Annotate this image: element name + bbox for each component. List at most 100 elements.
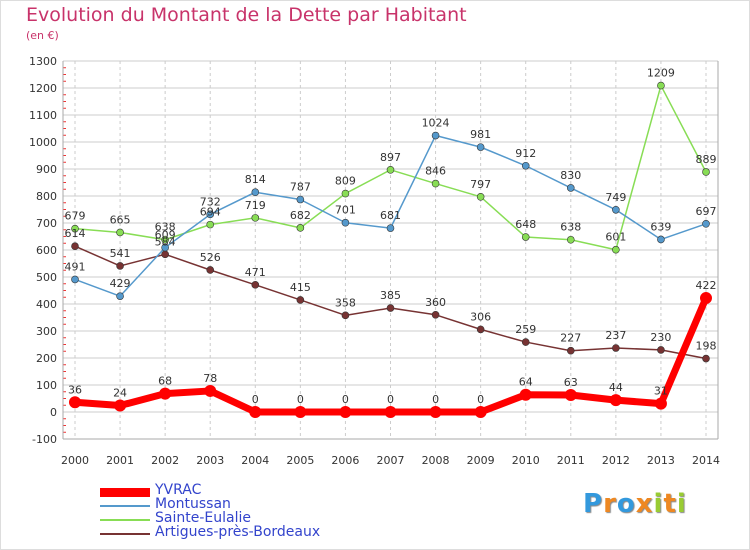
data-point <box>296 224 305 232</box>
data-point <box>566 346 575 355</box>
data-label: 227 <box>560 332 581 345</box>
data-label: 306 <box>470 310 491 323</box>
legend-swatch <box>100 533 150 535</box>
data-label: 609 <box>155 229 176 242</box>
data-label: 1209 <box>647 67 675 80</box>
logo-letter: t <box>663 489 677 519</box>
data-label: 638 <box>155 221 176 234</box>
data-point <box>476 143 485 151</box>
data-label: 44 <box>609 381 623 394</box>
data-point <box>251 188 260 197</box>
x-tick-label: 2013 <box>647 454 675 467</box>
data-point <box>654 397 667 410</box>
data-label: 614 <box>65 227 86 240</box>
data-point <box>521 233 530 241</box>
data-point <box>386 166 395 174</box>
data-label: 63 <box>564 376 578 389</box>
data-label: 0 <box>252 393 259 406</box>
data-point <box>657 235 665 244</box>
legend-swatch <box>100 487 150 497</box>
data-point <box>71 275 79 284</box>
x-tick-label: 2011 <box>557 454 585 467</box>
data-label: 429 <box>110 277 131 290</box>
x-tick-label: 2010 <box>512 454 540 467</box>
data-label: 0 <box>342 393 349 406</box>
data-label: 0 <box>432 393 439 406</box>
data-label: 912 <box>515 147 536 160</box>
data-point <box>566 184 575 192</box>
data-label: 259 <box>515 323 536 336</box>
y-tick-label: 200 <box>36 352 57 365</box>
data-label: 541 <box>110 247 131 260</box>
data-point <box>521 338 530 346</box>
data-label: 78 <box>203 372 217 385</box>
data-point <box>384 406 397 418</box>
data-label: 471 <box>245 266 266 279</box>
x-tick-label: 2002 <box>151 454 179 467</box>
data-label: 787 <box>290 181 311 194</box>
y-tick-label: 1300 <box>29 55 57 68</box>
data-label: 68 <box>158 375 172 388</box>
x-tick-label: 2007 <box>377 454 405 467</box>
data-label: 358 <box>335 296 356 309</box>
logo-letter: i <box>653 489 664 519</box>
data-point <box>206 266 215 274</box>
x-tick-label: 2012 <box>602 454 630 467</box>
y-tick-label: -100 <box>32 433 57 446</box>
data-label: 638 <box>560 221 581 234</box>
data-point <box>341 189 350 198</box>
data-point <box>612 245 620 254</box>
x-tick-label: 2001 <box>106 454 134 467</box>
y-tick-label: 800 <box>36 190 57 203</box>
data-point <box>431 179 440 188</box>
data-point <box>519 388 532 401</box>
data-label: 665 <box>110 213 131 226</box>
data-label: 0 <box>387 393 394 406</box>
data-point <box>612 205 620 214</box>
data-point <box>700 292 712 305</box>
data-point <box>386 224 395 232</box>
data-label: 809 <box>335 175 356 188</box>
data-label: 0 <box>297 393 304 406</box>
data-point <box>161 235 169 244</box>
y-tick-label: 300 <box>36 325 57 338</box>
data-label: 681 <box>380 209 401 222</box>
data-point <box>69 396 81 409</box>
logo-letter: P <box>583 489 604 519</box>
legend-label: YVRAC <box>155 482 202 498</box>
data-label: 0 <box>477 393 484 406</box>
logo-letter: o <box>616 489 636 519</box>
data-label: 697 <box>696 205 717 218</box>
data-point <box>206 210 215 219</box>
data-point <box>251 214 260 222</box>
legend-label: Sainte-Eulalie <box>155 510 251 526</box>
data-label: 198 <box>696 340 717 353</box>
data-point <box>431 131 440 140</box>
data-label: 526 <box>200 251 221 264</box>
data-point <box>294 406 307 418</box>
data-label: 64 <box>519 376 533 389</box>
data-point <box>249 406 262 418</box>
data-label: 584 <box>155 235 176 248</box>
x-tick-label: 2003 <box>196 454 224 467</box>
x-tick-label: 2000 <box>61 454 89 467</box>
data-label: 679 <box>65 210 86 223</box>
data-point <box>657 81 665 90</box>
data-label: 889 <box>696 153 717 166</box>
data-point <box>612 344 620 352</box>
data-point <box>116 262 124 270</box>
data-label: 719 <box>245 199 266 212</box>
data-label: 415 <box>290 281 311 294</box>
x-tick-label: 2009 <box>467 454 495 467</box>
data-label: 682 <box>290 209 311 222</box>
x-tick-label: 2005 <box>286 454 314 467</box>
logo-letter: x <box>635 489 654 519</box>
data-point <box>71 242 79 251</box>
data-point <box>206 220 215 229</box>
data-point <box>161 243 169 252</box>
data-point <box>657 346 665 354</box>
data-point <box>702 354 710 363</box>
x-tick-label: 2014 <box>692 454 720 467</box>
